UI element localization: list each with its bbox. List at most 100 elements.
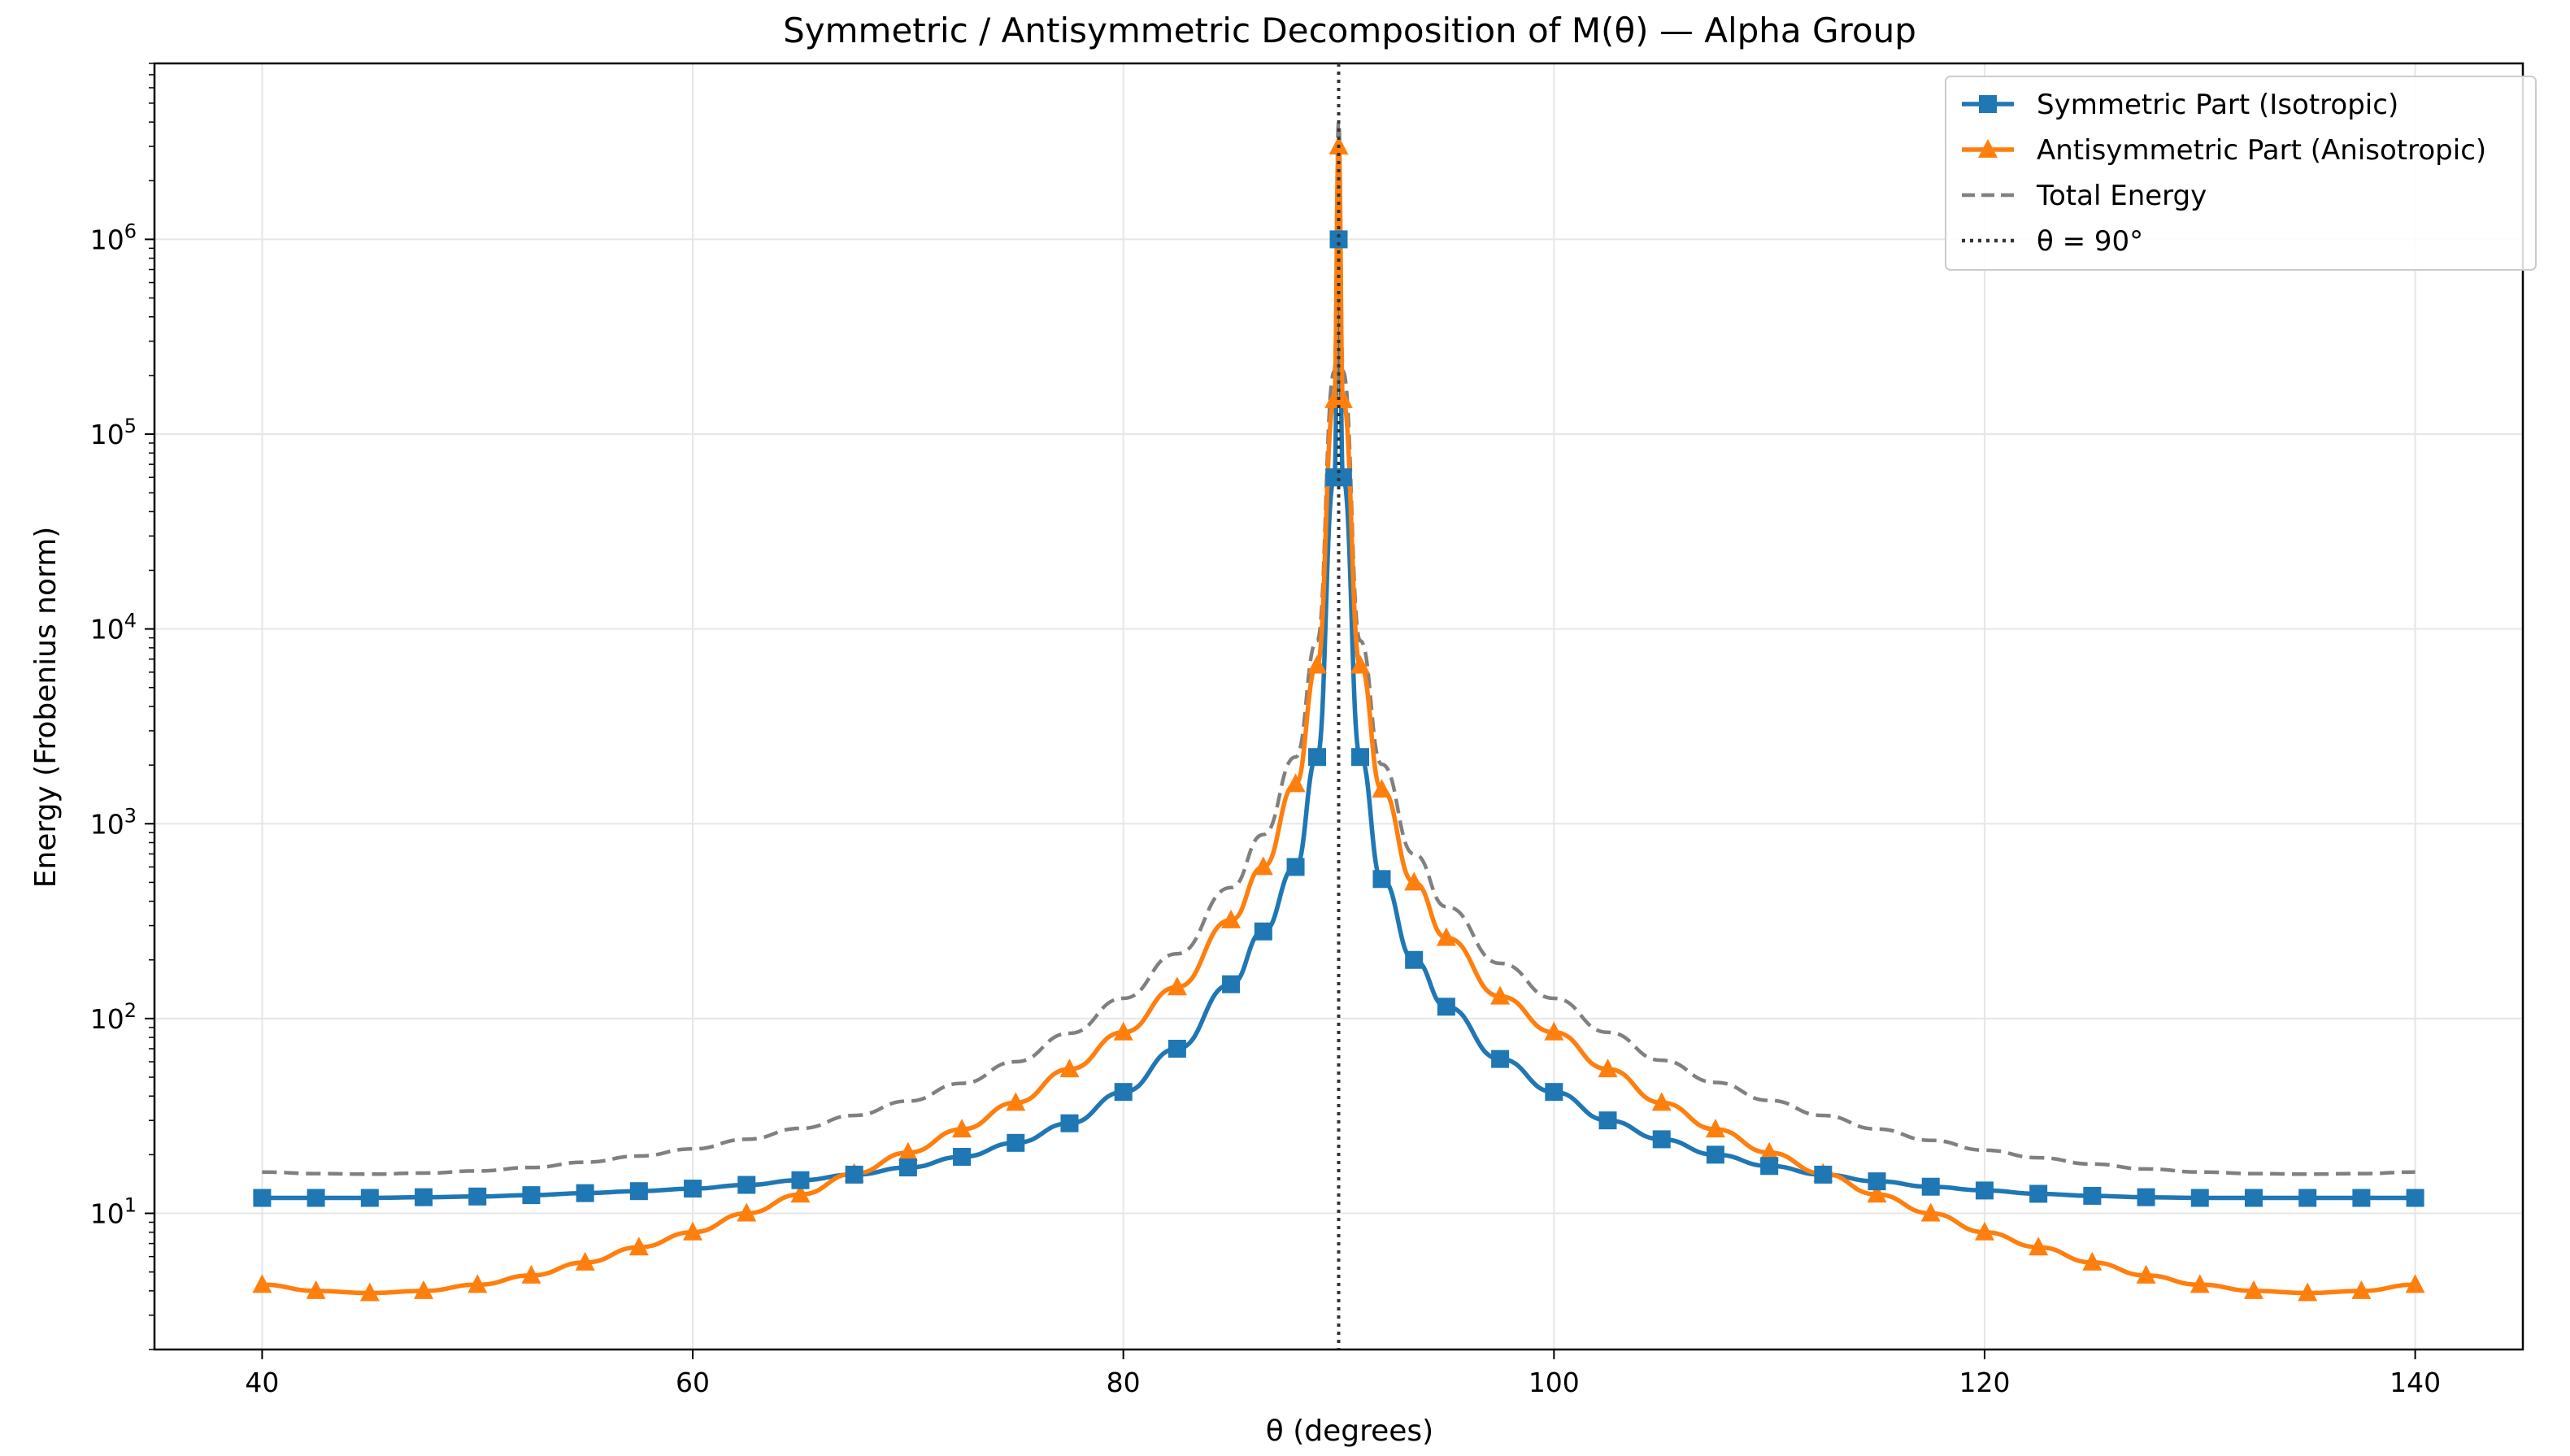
antisymmetric-data-point [2298, 1282, 2318, 1302]
antisymmetric-data-point [252, 1274, 272, 1293]
symmetric-data-point [1168, 1040, 1186, 1058]
symmetric-data-point [1437, 997, 1455, 1016]
antisymmetric-data-point [1920, 1202, 1941, 1222]
antisymmetric-data-point [1333, 389, 1353, 408]
antisymmetric-data-point [1705, 1119, 1725, 1138]
symmetric-data-point [1921, 1177, 1940, 1196]
x-tick-label: 40 [245, 1367, 279, 1398]
symmetric-data-point [1308, 748, 1327, 767]
symmetric-data-point [684, 1180, 702, 1198]
symmetric-data-point [1706, 1145, 1724, 1164]
symmetric-data-point [1286, 858, 1305, 876]
antisymmetric-data-point [2351, 1280, 2372, 1299]
symmetric-data-point [2137, 1188, 2155, 1206]
series-line-total-energy [262, 120, 2416, 1176]
antisymmetric-data-point [1113, 1021, 1133, 1041]
symmetric-data-point [2298, 1189, 2317, 1207]
y-tick-label: 105 [90, 415, 137, 450]
antisymmetric-data-point [306, 1280, 326, 1299]
symmetric-data-point [845, 1165, 863, 1184]
symmetric-data-point [1372, 870, 1391, 889]
antisymmetric-data-point [1221, 909, 1242, 928]
legend-label: θ = 90° [2037, 225, 2143, 258]
symmetric-data-point [629, 1182, 648, 1201]
antisymmetric-data-point [414, 1280, 434, 1299]
antisymmetric-data-point [1285, 773, 1306, 793]
symmetric-data-point [1814, 1165, 1833, 1184]
antisymmetric-data-point [1490, 985, 1511, 1005]
symmetric-data-point [1329, 230, 1348, 249]
antisymmetric-data-point [521, 1264, 541, 1284]
antisymmetric-data-point [2243, 1280, 2263, 1299]
symmetric-data-point [1405, 950, 1424, 969]
antisymmetric-data-point [1350, 654, 1370, 674]
symmetric-data-point [253, 1189, 272, 1207]
symmetric-data-point [1007, 1133, 1025, 1152]
x-tick-label: 80 [1107, 1367, 1141, 1398]
axes-layer: 40 60 80 100 120 140 101 102 103 104 105 106 [90, 62, 2524, 1398]
symmetric-data-point [1760, 1157, 1779, 1176]
symmetric-data-point [1060, 1114, 1079, 1132]
antisymmetric-data-point [1372, 779, 1392, 798]
symmetric-data-point [1491, 1050, 1510, 1068]
series-layer [252, 120, 2425, 1302]
symmetric-data-point [1545, 1083, 1563, 1102]
antisymmetric-data-point [1059, 1058, 1080, 1078]
antisymmetric-data-point [575, 1251, 595, 1271]
antisymmetric-data-point [2405, 1274, 2425, 1293]
symmetric-data-point [2029, 1184, 2048, 1203]
x-tick-label: 100 [1529, 1367, 1580, 1398]
symmetric-data-point [2406, 1189, 2424, 1207]
legend-label: Antisymmetric Part (Anisotropic) [2037, 134, 2486, 167]
antisymmetric-data-point [628, 1237, 649, 1256]
symmetric-data-point [2190, 1189, 2209, 1207]
symmetric-data-point [1254, 922, 1272, 941]
chart-title: Symmetric / Antisymmetric Decomposition … [783, 11, 1916, 50]
symmetric-data-point [953, 1148, 972, 1167]
y-tick-label: 102 [90, 999, 137, 1035]
symmetric-data-point [360, 1189, 379, 1207]
antisymmetric-data-point [683, 1221, 703, 1241]
symmetric-data-point [522, 1186, 541, 1205]
symmetric-data-point [468, 1187, 487, 1206]
antisymmetric-data-point [1006, 1092, 1026, 1111]
antisymmetric-data-point [2190, 1274, 2210, 1293]
symmetric-data-point [2244, 1189, 2263, 1207]
y-axis-label: Energy (Frobenius norm) [29, 527, 63, 889]
antisymmetric-data-point [1253, 856, 1273, 876]
antisymmetric-data-point [1867, 1184, 1887, 1203]
y-tick-label: 104 [90, 610, 137, 645]
symmetric-data-point [1333, 468, 1352, 487]
symmetric-data-point [1114, 1083, 1133, 1102]
antisymmetric-data-point [1436, 927, 1456, 946]
symmetric-data-point [1222, 975, 1241, 993]
x-tick-label: 140 [2390, 1367, 2441, 1398]
symmetric-data-point [1350, 748, 1369, 767]
x-axis-label: θ (degrees) [1266, 1415, 1433, 1448]
y-tick-label: 101 [90, 1194, 137, 1230]
legend-label: Total Energy [2036, 180, 2207, 212]
symmetric-data-point [898, 1158, 917, 1177]
antisymmetric-data-point [2082, 1251, 2103, 1271]
antisymmetric-data-point [1651, 1092, 1672, 1111]
symmetric-data-point [1652, 1130, 1671, 1149]
legend-marker [1979, 95, 1997, 113]
legend-marker [1978, 139, 1998, 158]
symmetric-data-point [1598, 1111, 1617, 1130]
antisymmetric-data-point [1759, 1141, 1780, 1161]
legend: Symmetric Part (Isotropic) Antisymmetric … [1945, 76, 2537, 271]
symmetric-data-point [576, 1184, 594, 1202]
antisymmetric-data-point [1404, 871, 1424, 891]
x-tick-label: 120 [1959, 1367, 2010, 1398]
symmetric-data-point [737, 1176, 756, 1194]
y-tick-label: 103 [90, 804, 137, 840]
antisymmetric-data-point [1544, 1021, 1564, 1041]
symmetric-data-point [1975, 1181, 1994, 1200]
legend-box [1945, 76, 2537, 271]
symmetric-data-point [1868, 1172, 1886, 1191]
antisymmetric-data-point [898, 1141, 918, 1161]
antisymmetric-data-point [2029, 1237, 2049, 1256]
legend-label: Symmetric Part (Isotropic) [2037, 89, 2398, 121]
